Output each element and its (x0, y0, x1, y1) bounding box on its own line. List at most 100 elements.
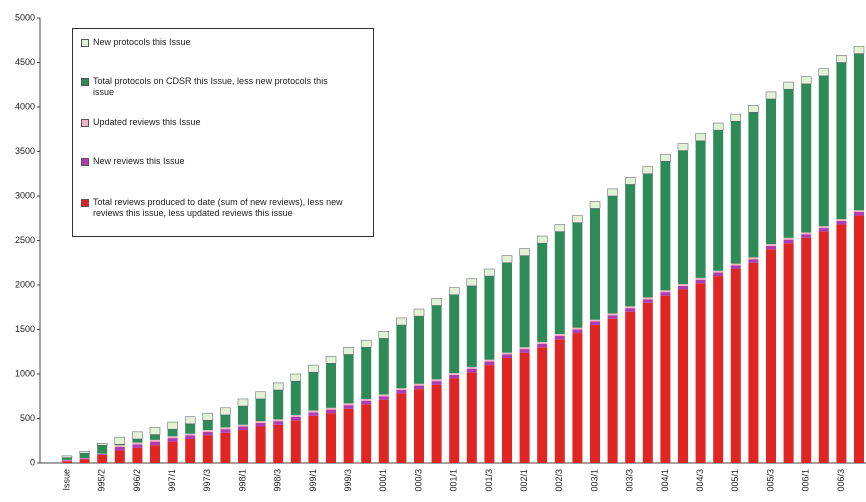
bar-segment (554, 333, 565, 336)
legend-swatch (81, 78, 89, 86)
bar-segment (290, 420, 301, 463)
legend-swatch (81, 39, 89, 47)
bar-segment (273, 419, 284, 422)
bar-segment (238, 430, 248, 463)
legend-swatch (81, 199, 89, 207)
bar-segment (625, 184, 636, 307)
bar-segment (484, 359, 495, 362)
bar-segment (414, 316, 424, 384)
y-tick-label: 500 (20, 413, 35, 423)
bar-segment (818, 226, 829, 229)
legend: New protocols this Issue Total protocols … (72, 28, 374, 237)
bar-segment (449, 378, 460, 463)
x-tick-label: 004/1 (660, 469, 670, 492)
bar-segment (308, 410, 319, 413)
bar-segment (343, 347, 354, 355)
bar-segment (519, 352, 530, 463)
legend-entry: New protocols this Issue (81, 37, 367, 48)
y-tick-label: 2000 (15, 279, 35, 289)
legend-label: Total protocols on CDSR this Issue, less… (93, 76, 328, 97)
bar-segment (853, 46, 865, 54)
bar-segment (713, 276, 724, 463)
bar-segment (730, 121, 741, 264)
bar-segment (783, 237, 794, 240)
bar-segment (589, 201, 601, 209)
x-tick-label: 000/3 (413, 469, 423, 492)
bar-segment (150, 434, 160, 440)
bar-segment (255, 426, 266, 463)
x-tick-label: 003/3 (625, 469, 635, 492)
x-tick-label: 998/1 (237, 469, 247, 492)
bar-segment (413, 308, 425, 317)
bar-segment (484, 361, 495, 366)
bar-segment (343, 405, 354, 409)
x-tick-label: 998/3 (273, 469, 283, 492)
bar-segment (854, 215, 864, 463)
bar-segment (97, 454, 108, 463)
bar-segment (854, 53, 864, 211)
bar-segment (766, 245, 776, 250)
bar-segment (238, 406, 248, 425)
bar-segment (607, 196, 618, 314)
bar-segment (220, 429, 231, 433)
bar-segment (272, 382, 284, 391)
bar-segment (678, 150, 688, 285)
bar-segment (765, 91, 777, 100)
bar-segment (79, 458, 90, 460)
bar-segment (607, 313, 618, 316)
bar-segment (484, 276, 495, 360)
bar-segment (713, 130, 724, 271)
bar-segment (572, 327, 583, 330)
bar-segment (79, 451, 90, 454)
y-tick-label: 0 (30, 457, 35, 467)
bar-segment (255, 421, 266, 423)
bar-segment (766, 244, 776, 246)
bar-segment (167, 441, 178, 463)
bar-segment (818, 228, 829, 232)
bar-segment (185, 438, 196, 463)
bar-segment (854, 210, 864, 213)
bar-segment (255, 398, 266, 422)
y-tick-label: 3000 (15, 190, 35, 200)
bar-segment (607, 315, 618, 319)
bar-segment (554, 335, 565, 340)
bar-segment (96, 443, 108, 446)
bar-segment (308, 412, 319, 416)
bar-segment (114, 450, 125, 463)
bar-segment (536, 235, 548, 244)
bar-segment (642, 299, 653, 303)
bar-segment (361, 404, 372, 463)
bar-segment (519, 347, 530, 350)
bar-segment (150, 445, 160, 463)
bar-segment (414, 383, 424, 386)
bar-segment (572, 222, 583, 328)
bar-segment (502, 352, 512, 355)
bar-segment (748, 262, 759, 463)
bar-segment (625, 306, 636, 309)
legend-entry: New reviews this Issue (81, 156, 367, 167)
bar-segment (167, 421, 178, 430)
bar-segment (202, 420, 213, 431)
bar-segment (431, 379, 442, 382)
bar-segment (572, 333, 583, 463)
bar-segment (97, 445, 108, 454)
bar-segment (660, 295, 671, 463)
bar-segment (854, 212, 864, 216)
bar-segment (343, 408, 354, 463)
bar-segment (308, 372, 319, 411)
bar-segment (783, 239, 794, 244)
bar-segment (220, 407, 231, 416)
bar-segment (343, 403, 354, 406)
bar-segment (62, 457, 72, 460)
bar-segment (132, 438, 143, 443)
bar-segment (308, 415, 319, 463)
y-tick-label: 4000 (15, 101, 35, 111)
bar-segment (678, 284, 688, 286)
bar-segment (783, 81, 794, 90)
bar-segment (79, 453, 90, 459)
bar-segment (642, 297, 653, 300)
bar-segment (677, 143, 689, 151)
bar-segment (290, 381, 301, 415)
bar-segment (642, 166, 654, 175)
